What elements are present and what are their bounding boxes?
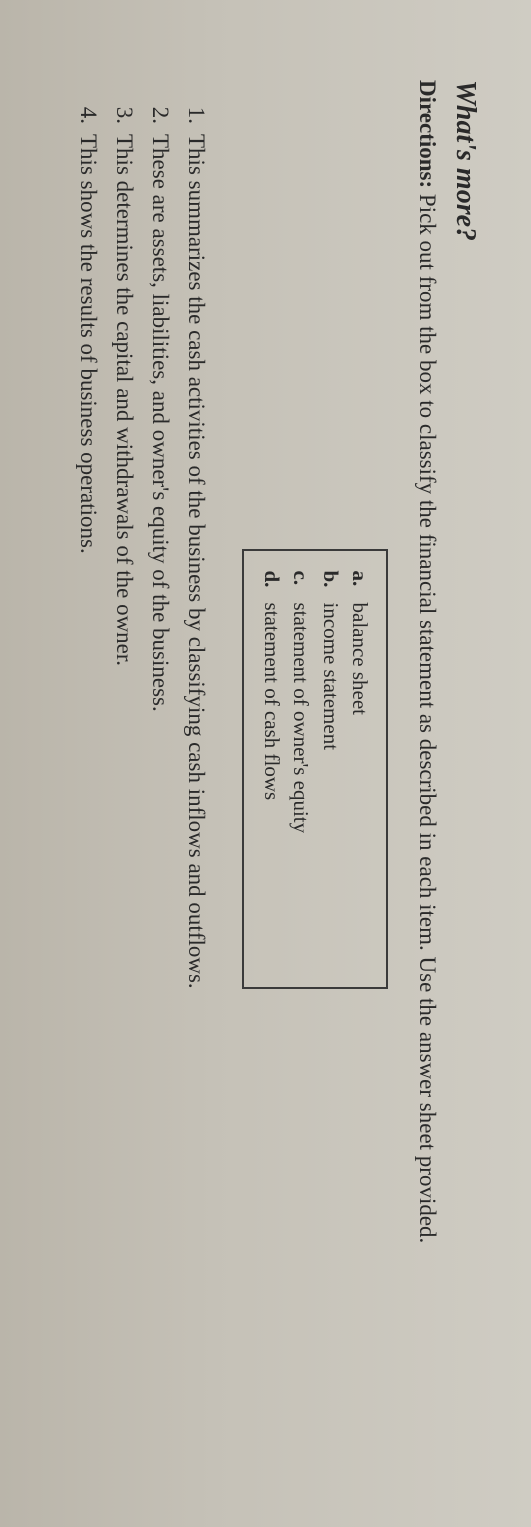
questions-list: 1. This summarizes the cash activities o… bbox=[72, 80, 213, 1457]
options-box: a. balance sheet b. income statement c. … bbox=[242, 549, 388, 989]
option-row: a. balance sheet bbox=[345, 571, 374, 967]
question-number: 4. bbox=[72, 100, 104, 134]
worksheet-page: What's more? Directions: Pick out from t… bbox=[0, 0, 531, 1527]
page-title: What's more? bbox=[449, 80, 481, 1457]
question-number: 3. bbox=[108, 100, 140, 134]
option-text: statement of owner's equity bbox=[286, 603, 315, 967]
question-item: 2. These are assets, liabilities, and ow… bbox=[144, 100, 176, 1457]
option-row: c. statement of owner's equity bbox=[286, 571, 315, 967]
option-text: income statement bbox=[315, 603, 344, 967]
option-letter: a. bbox=[345, 571, 374, 603]
question-item: 4. This shows the results of business op… bbox=[72, 100, 104, 1457]
question-text: This shows the results of business opera… bbox=[72, 134, 104, 1457]
option-letter: d. bbox=[256, 571, 285, 603]
option-row: d. statement of cash flows bbox=[256, 571, 285, 967]
directions-text: Pick out from the box to classify the fi… bbox=[415, 194, 440, 1243]
question-item: 1. This summarizes the cash activities o… bbox=[180, 100, 212, 1457]
directions: Directions: Pick out from the box to cla… bbox=[412, 80, 443, 1457]
option-row: b. income statement bbox=[315, 571, 344, 967]
option-text: statement of cash flows bbox=[256, 603, 285, 967]
question-text: These are assets, liabilities, and owner… bbox=[144, 134, 176, 1457]
option-letter: b. bbox=[315, 571, 344, 603]
question-number: 1. bbox=[180, 100, 212, 134]
question-text: This summarizes the cash activities of t… bbox=[180, 134, 212, 1457]
question-text: This determines the capital and withdraw… bbox=[108, 134, 140, 1457]
directions-label: Directions: bbox=[415, 80, 440, 188]
question-item: 3. This determines the capital and withd… bbox=[108, 100, 140, 1457]
question-number: 2. bbox=[144, 100, 176, 134]
option-letter: c. bbox=[286, 571, 315, 603]
option-text: balance sheet bbox=[345, 603, 374, 967]
